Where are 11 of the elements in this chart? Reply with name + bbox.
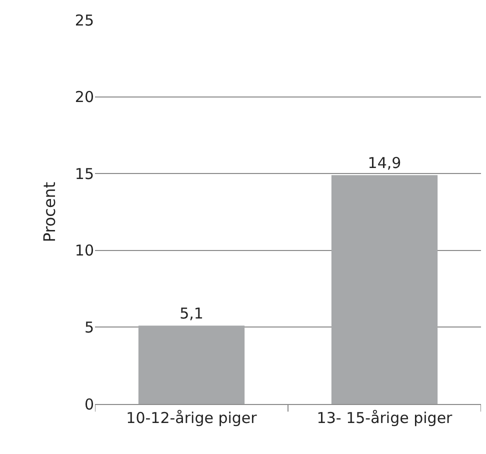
y-axis-title: Procent [40,182,59,242]
x-tick-label: 13- 15-årige piger [316,409,454,427]
x-tick-label: 10-12-årige piger [126,409,258,427]
y-tick-label: 0 [84,395,94,414]
y-tick-label: 15 [74,164,94,183]
y-tick-label: 20 [74,88,94,106]
y-tick-label: 10 [74,242,94,260]
y-tick-label: 25 [74,11,94,30]
data-label: 5,1 [180,304,204,323]
y-tick-label: 5 [84,318,94,336]
data-label: 14,9 [368,154,402,172]
